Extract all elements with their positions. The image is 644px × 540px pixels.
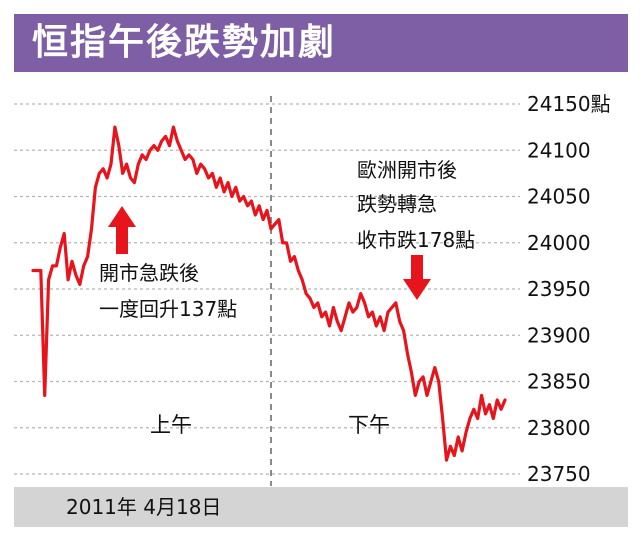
afternoon-note-line-2: 跌勢轉急 <box>357 192 437 216</box>
y-tick-label: 24050 <box>527 185 591 209</box>
y-tick-label: 23750 <box>527 462 591 486</box>
morning-note-line-1: 開市急跌後 <box>99 261 199 285</box>
y-tick-label: 23850 <box>527 370 591 394</box>
y-tick-label: 23800 <box>527 416 591 440</box>
y-tick-label: 24000 <box>527 231 591 255</box>
date-label: 2011年 4月18日 <box>66 495 222 519</box>
afternoon-note-line-3: 收市跌178點 <box>357 228 475 252</box>
y-tick-label: 24100 <box>527 138 591 162</box>
morning-note-line-2: 一度回升137點 <box>99 297 237 321</box>
session-label-afternoon: 下午 <box>348 413 390 437</box>
chart-title: 恒指午後跌勢加劇 <box>32 22 337 63</box>
afternoon-arrow-icon <box>403 255 431 300</box>
series-line <box>31 125 507 462</box>
y-axis-ticks: 23750 23800 23850 23900 23950 24000 24050 24100… <box>527 92 611 486</box>
line-chart: 23750 23800 23850 23900 23950 24000 24050 24100… <box>14 92 611 486</box>
grid-lines <box>14 103 520 475</box>
y-tick-label: 23950 <box>527 277 591 301</box>
title-bar: 恒指午後跌勢加劇 <box>14 14 628 72</box>
y-tick-label: 24150點 <box>527 92 611 116</box>
footer-bar: 2011年 4月18日 <box>14 487 628 527</box>
session-label-morning: 上午 <box>150 413 192 437</box>
y-tick-label: 23900 <box>527 323 591 347</box>
morning-arrow-icon <box>108 206 136 254</box>
afternoon-note-line-1: 歐洲開市後 <box>357 158 457 182</box>
